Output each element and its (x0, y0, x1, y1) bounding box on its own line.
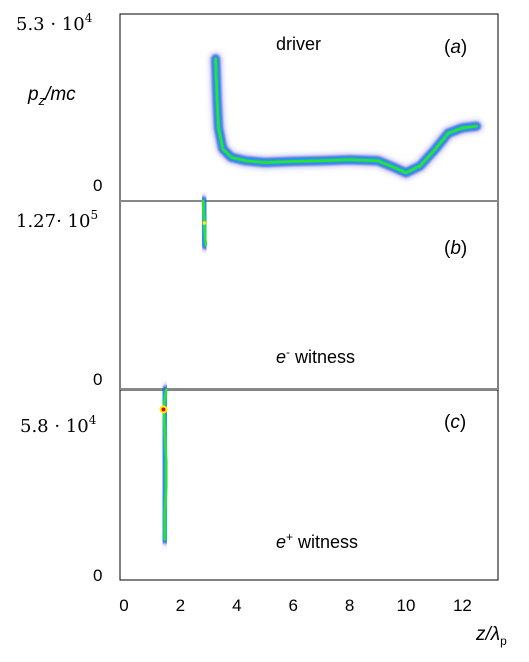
data-point (432, 149, 436, 152)
data-point (165, 388, 168, 392)
x-tick-label: 2 (176, 596, 185, 615)
y-bottom-label-c: 0 (93, 566, 102, 585)
data-point (348, 158, 351, 162)
data-point (163, 537, 167, 541)
data-point (404, 171, 408, 175)
panel-label-b: (b) (444, 238, 467, 259)
data-point (475, 124, 478, 128)
x-tick-label: 6 (288, 596, 297, 615)
y-top-label-b: 1.27· 105 (16, 208, 98, 232)
data-point (221, 147, 224, 150)
y-bottom-label-b: 0 (93, 370, 102, 389)
x-axis-label: z/λp (475, 624, 507, 648)
panel-label-c: (c) (444, 412, 466, 433)
panel-label-a: (a) (444, 37, 467, 58)
x-tick-label: 8 (345, 596, 354, 615)
data-point (201, 199, 205, 203)
y-top-label-a: 5.3 · 104 (16, 11, 93, 35)
data-point (418, 164, 422, 168)
panel-a-frame (119, 13, 499, 202)
data-point (217, 126, 220, 130)
annotation-electron-witness: e- witness (276, 345, 355, 367)
panel-b-frame (119, 200, 499, 390)
data-point (215, 99, 219, 102)
x-axis-ticks: 0 2 4 6 8 10 12 (119, 596, 472, 615)
data-point (376, 159, 380, 163)
data-point (214, 57, 217, 61)
data-point (320, 159, 323, 163)
data-point (447, 131, 450, 135)
data-point (165, 460, 168, 463)
annotation-positron-witness: e+ witness (276, 530, 358, 552)
beam-trace-panel-1 (214, 57, 478, 175)
annotation-driver: driver (276, 34, 321, 54)
data-point (263, 161, 267, 164)
y-axis-label: pz/mc (27, 84, 76, 108)
data-point (393, 166, 397, 169)
data-point (163, 511, 167, 515)
data-point (204, 243, 208, 247)
data-point (165, 485, 168, 489)
x-tick-label: 10 (397, 596, 416, 615)
density-peak (161, 407, 166, 412)
data-point (202, 209, 205, 213)
plot-data-layer (156, 51, 484, 547)
x-tick-label: 0 (119, 596, 128, 615)
y-bottom-label-a: 0 (93, 176, 102, 195)
x-tick-label: 12 (453, 596, 472, 615)
data-point (461, 126, 464, 130)
y-top-label-c: 5.8 · 104 (20, 413, 97, 437)
density-peak (202, 221, 207, 225)
data-point (163, 430, 167, 434)
x-tick-label: 4 (232, 596, 241, 615)
data-point (203, 231, 207, 235)
data-point (243, 159, 247, 163)
data-point (291, 160, 295, 163)
data-point (229, 155, 233, 159)
